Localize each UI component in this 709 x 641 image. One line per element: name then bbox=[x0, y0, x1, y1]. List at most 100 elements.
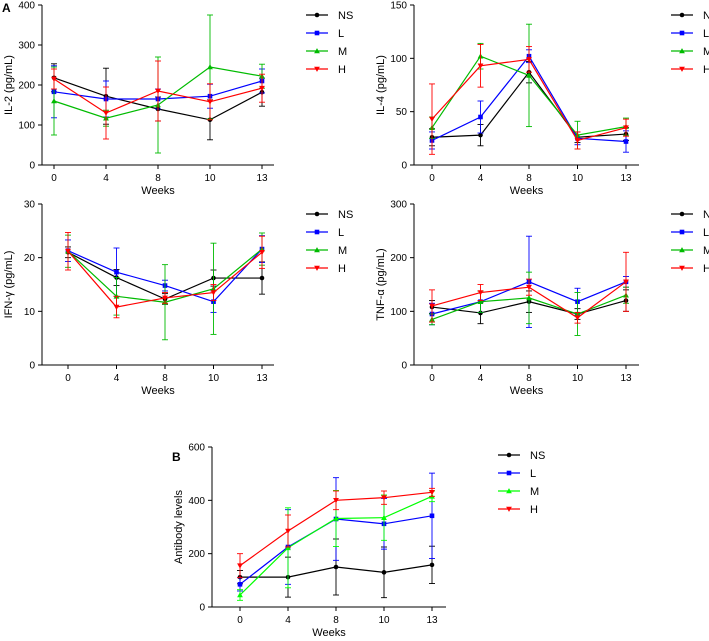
y-tick-label: 0 bbox=[29, 361, 35, 372]
x-tick-label: 0 bbox=[429, 373, 435, 384]
y-tick-label: 50 bbox=[396, 107, 408, 118]
data-point bbox=[429, 303, 435, 309]
legend-label: L bbox=[530, 468, 536, 480]
data-point bbox=[333, 564, 339, 570]
panel-letter-b: B bbox=[172, 450, 181, 464]
x-tick-label: 13 bbox=[620, 173, 632, 184]
data-point bbox=[381, 495, 387, 501]
x-tick-label: 4 bbox=[114, 373, 120, 384]
x-tick-label: 8 bbox=[526, 373, 532, 384]
legend-marker bbox=[314, 48, 320, 54]
legend-label: L bbox=[703, 28, 709, 40]
data-point bbox=[478, 310, 483, 316]
y-tick-label: 400 bbox=[188, 496, 205, 507]
legend-label: L bbox=[703, 227, 709, 239]
series-m bbox=[65, 232, 265, 341]
data-point bbox=[429, 490, 435, 496]
data-point bbox=[477, 298, 484, 304]
y-tick-label: 0 bbox=[199, 603, 205, 614]
legend-marker bbox=[314, 30, 320, 36]
legend-marker bbox=[506, 488, 512, 494]
data-point bbox=[114, 269, 119, 275]
x-tick-label: 8 bbox=[162, 373, 168, 384]
y-tick-label: 0 bbox=[401, 161, 407, 172]
legend-marker bbox=[314, 229, 320, 235]
data-point bbox=[623, 139, 629, 144]
data-point bbox=[526, 57, 532, 63]
data-point bbox=[210, 290, 217, 296]
legend-label: M bbox=[530, 486, 539, 498]
y-tick-label: 200 bbox=[188, 549, 205, 560]
data-point bbox=[333, 515, 339, 521]
legend-marker bbox=[679, 66, 685, 72]
data-point bbox=[526, 295, 532, 301]
legend-label: H bbox=[338, 64, 346, 76]
chart-il4: 0 50 100 150 0 4 8 10 13 Weeks IL-4 (pg/mL) NS LMH bbox=[375, 1, 709, 198]
y-tick-label: 100 bbox=[390, 307, 407, 318]
data-point bbox=[162, 295, 168, 301]
y-tick-label: 400 bbox=[18, 1, 35, 12]
y-axis-label: IFN-γ (pg/mL) bbox=[3, 251, 15, 319]
data-point bbox=[429, 513, 435, 519]
data-point bbox=[429, 562, 435, 568]
x-tick-label: 0 bbox=[65, 373, 71, 384]
data-point bbox=[155, 88, 161, 94]
x-tick-label: 10 bbox=[378, 615, 390, 626]
y-tick-label: 30 bbox=[24, 200, 36, 211]
x-tick-label: 0 bbox=[237, 615, 243, 626]
legend-marker bbox=[314, 12, 320, 18]
data-point bbox=[574, 138, 581, 144]
legend-marker bbox=[679, 12, 685, 18]
data-point bbox=[237, 563, 243, 569]
x-tick-label: 13 bbox=[256, 373, 268, 384]
x-tick-label: 10 bbox=[208, 373, 220, 384]
legend-label: H bbox=[338, 263, 346, 275]
data-point bbox=[526, 72, 532, 78]
legend-label: L bbox=[338, 28, 344, 40]
y-tick-label: 600 bbox=[188, 443, 205, 454]
legend-marker bbox=[679, 48, 685, 54]
x-tick-label: 10 bbox=[572, 373, 584, 384]
x-axis-label: Weeks bbox=[510, 185, 544, 197]
data-point bbox=[285, 544, 291, 551]
chart-tnfa: 0 100 200 300 0 4 8 10 13 Weeks TNF-α (pg/mL) NS LMH bbox=[375, 200, 709, 398]
x-tick-label: 8 bbox=[333, 615, 339, 626]
data-point bbox=[65, 248, 71, 255]
legend-marker bbox=[506, 506, 512, 512]
data-point bbox=[207, 99, 213, 105]
legend-label: M bbox=[338, 245, 347, 257]
x-axis-label: Weeks bbox=[141, 185, 175, 197]
legend-marker bbox=[314, 247, 320, 253]
data-point bbox=[259, 85, 265, 92]
y-tick-label: 100 bbox=[18, 121, 35, 132]
data-point bbox=[623, 279, 629, 285]
data-point bbox=[237, 582, 243, 587]
x-tick-label: 4 bbox=[478, 173, 484, 184]
legend-marker bbox=[679, 211, 685, 217]
chart-il2: 0 100 200 300 400 0 4 8 10 13 Weeks IL-2 (pg/mL) NS L… bbox=[3, 1, 353, 198]
x-tick-label: 4 bbox=[478, 373, 484, 384]
data-point bbox=[623, 125, 629, 131]
data-point bbox=[51, 76, 57, 82]
x-tick-label: 8 bbox=[155, 173, 161, 184]
legend-marker bbox=[679, 265, 685, 271]
legend-marker bbox=[314, 211, 320, 217]
legend-label: H bbox=[703, 263, 709, 275]
x-axis-label: Weeks bbox=[141, 385, 175, 397]
data-point bbox=[51, 98, 57, 104]
data-point bbox=[478, 132, 483, 138]
data-point bbox=[103, 110, 109, 116]
chart-antibody: 0 200 400 600 0 4 8 10 13 Weeks Antibody levels NS L… bbox=[173, 443, 545, 640]
x-tick-label: 13 bbox=[256, 173, 268, 184]
data-point bbox=[429, 116, 435, 123]
x-axis-label: Weeks bbox=[312, 627, 346, 639]
data-point bbox=[526, 284, 532, 291]
series-h bbox=[429, 44, 629, 155]
y-tick-label: 300 bbox=[18, 41, 35, 52]
series-h bbox=[237, 487, 435, 579]
y-axis-label: TNF-α (pg/mL) bbox=[375, 248, 387, 320]
legend-marker bbox=[506, 470, 512, 476]
legend-label: NS bbox=[703, 10, 709, 22]
y-axis-label: IL-4 (pg/mL) bbox=[375, 55, 387, 115]
